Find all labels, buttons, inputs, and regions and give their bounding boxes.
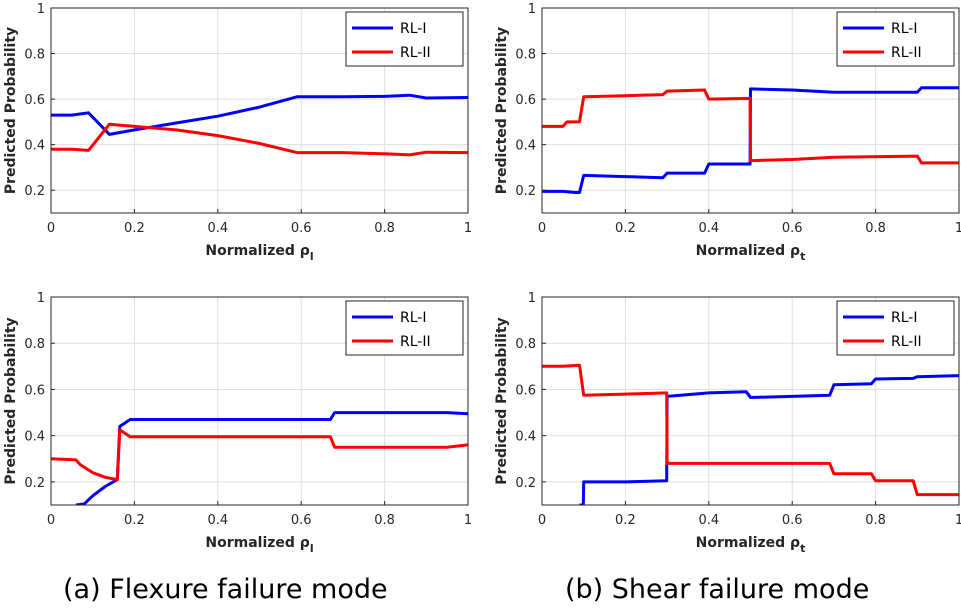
x-tick-label: 0.4 [207, 221, 228, 236]
y-tick-label: 1 [37, 2, 45, 17]
legend-label-rl-ii: RL-II [400, 45, 431, 61]
x-tick-label: 0.2 [124, 221, 145, 236]
y-tick-label: 0.6 [515, 93, 536, 108]
x-tick-label: 0.2 [615, 221, 636, 236]
x-tick-label: 1 [955, 513, 961, 528]
y-tick-label: 0.8 [24, 337, 45, 352]
x-tick-label: 0 [538, 221, 546, 236]
y-tick-label: 0.2 [24, 476, 45, 491]
caption-b: (b) Shear failure mode [565, 574, 870, 605]
legend-box [345, 300, 464, 356]
y-axis-label: Predicted Probability [3, 27, 19, 194]
y-tick-label: 0.6 [515, 383, 536, 398]
y-tick-label: 1 [37, 291, 45, 306]
x-tick-label: 0.4 [698, 221, 719, 236]
axes-box [50, 7, 469, 214]
legend: RL-I RL-II [836, 300, 955, 356]
legend-label-rl-ii: RL-II [400, 334, 431, 350]
x-axis-label-subscript: l [310, 542, 314, 555]
x-tick-label: 0.8 [374, 221, 395, 236]
chart-a-bottom: 0 0.2 0.4 0.6 0.8 1 0.2 0.4 0.6 0.8 1 Normalized ρl… [3, 291, 472, 555]
x-axis-label-main: Normalized ρ [696, 535, 800, 551]
y-tick-label: 0.6 [24, 383, 45, 398]
y-tick-label: 0.8 [515, 337, 536, 352]
y-tick-label: 0.6 [24, 93, 45, 108]
x-tick-label: 0.4 [698, 513, 719, 528]
x-tick-label: 0.2 [615, 513, 636, 528]
series-line-rl-i [542, 86, 959, 194]
axes-box [541, 7, 960, 214]
x-axis-label-main: Normalized ρ [696, 243, 800, 259]
y-tick-label: 0.4 [24, 430, 45, 445]
x-axis-label-main: Normalized ρ [205, 243, 309, 259]
x-tick-label: 0 [538, 513, 546, 528]
x-tick-label: 0 [47, 513, 55, 528]
x-tick-label: 0.6 [291, 221, 312, 236]
x-tick-label: 0.6 [291, 513, 312, 528]
x-axis-label: Normalized ρl [205, 535, 313, 555]
y-axis-label: Predicted Probability [494, 27, 510, 194]
x-tick-label: 0.4 [207, 513, 228, 528]
x-tick-label: 1 [464, 221, 472, 236]
x-axis-label-subscript: l [310, 250, 314, 263]
x-axis-label: Normalized ρl [205, 243, 313, 263]
legend-label-rl-i: RL-I [400, 310, 426, 326]
legend-box [836, 300, 955, 356]
legend-label-rl-i: RL-I [891, 21, 917, 37]
legend-label-rl-ii: RL-II [891, 334, 922, 350]
x-tick-label: 0.8 [865, 513, 886, 528]
series-line-rl-ii [542, 88, 959, 165]
x-tick-label: 0 [47, 221, 55, 236]
x-axis-label: Normalized ρt [696, 243, 806, 263]
x-tick-label: 0.2 [124, 513, 145, 528]
legend-label-rl-ii: RL-II [891, 45, 922, 61]
axes-box [50, 296, 469, 506]
y-tick-label: 0.4 [24, 139, 45, 154]
x-tick-label: 1 [464, 513, 472, 528]
chart-b-top: 0 0.2 0.4 0.6 0.8 1 0.2 0.4 0.6 0.8 1 Normalized ρt… [494, 2, 961, 263]
y-tick-label: 0.2 [515, 184, 536, 199]
x-tick-label: 0.8 [865, 221, 886, 236]
x-axis-label: Normalized ρt [696, 535, 806, 555]
y-axis-label: Predicted Probability [494, 317, 510, 484]
x-tick-label: 0.6 [782, 221, 803, 236]
y-tick-label: 0.2 [24, 184, 45, 199]
series-line-rl-i [51, 93, 468, 136]
series-line-rl-ii [51, 428, 468, 482]
legend-box [345, 11, 464, 67]
axes-box [541, 296, 960, 506]
y-tick-label: 0.2 [515, 476, 536, 491]
legend-label-rl-i: RL-I [891, 310, 917, 326]
x-axis-label-subscript: t [800, 542, 805, 555]
x-tick-label: 0.6 [782, 513, 803, 528]
legend: RL-I RL-II [345, 11, 464, 67]
chart-b-bottom: 0 0.2 0.4 0.6 0.8 1 0.2 0.4 0.6 0.8 1 Normalized ρt… [494, 291, 961, 555]
y-tick-label: 1 [528, 291, 536, 306]
chart-a-top: 0 0.2 0.4 0.6 0.8 1 0.2 0.4 0.6 0.8 1 Normalized ρl… [3, 2, 472, 263]
y-tick-label: 0.4 [515, 139, 536, 154]
series-line-rl-i [579, 374, 959, 505]
x-tick-label: 0.8 [374, 513, 395, 528]
x-axis-label-main: Normalized ρ [205, 535, 309, 551]
legend-box [836, 11, 955, 67]
series-line-rl-i [75, 411, 468, 505]
y-tick-label: 0.8 [24, 48, 45, 63]
series-line-rl-ii [51, 122, 468, 157]
y-tick-label: 0.8 [515, 48, 536, 63]
legend: RL-I RL-II [836, 11, 955, 67]
y-axis-label: Predicted Probability [3, 317, 19, 484]
caption-a: (a) Flexure failure mode [63, 574, 388, 605]
legend: RL-I RL-II [345, 300, 464, 356]
legend-label-rl-i: RL-I [400, 21, 426, 37]
x-tick-label: 1 [955, 221, 961, 236]
y-tick-label: 0.4 [515, 430, 536, 445]
series-line-rl-ii [542, 363, 959, 497]
x-axis-label-subscript: t [800, 250, 805, 263]
y-tick-label: 1 [528, 2, 536, 17]
